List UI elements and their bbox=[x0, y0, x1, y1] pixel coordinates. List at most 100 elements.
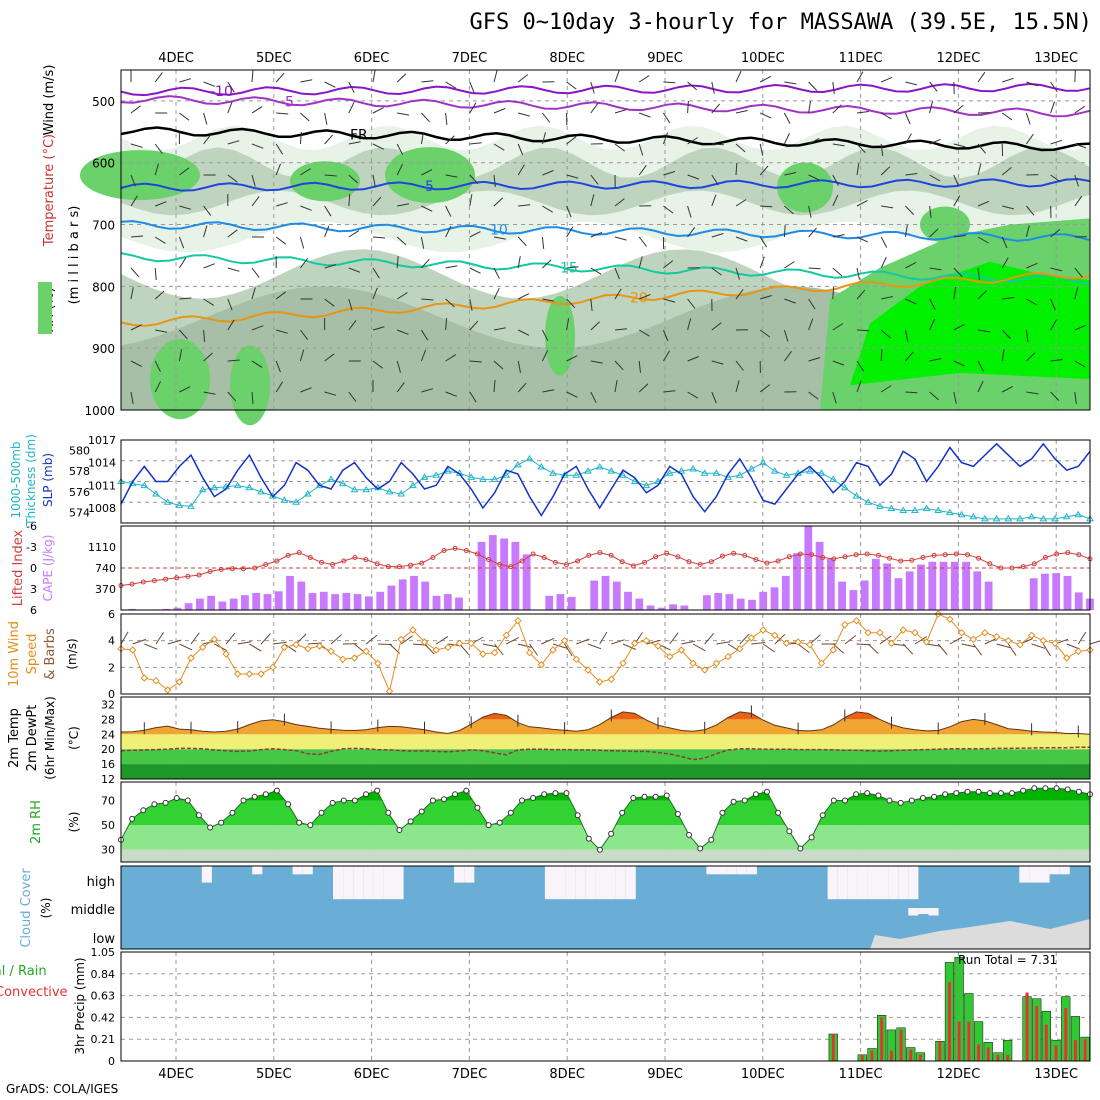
wind-barb bbox=[905, 81, 918, 86]
wind-barb bbox=[735, 162, 738, 176]
cape-bar bbox=[297, 581, 306, 610]
thickness-point bbox=[981, 514, 989, 522]
cloud-unit-label: (%) bbox=[39, 898, 53, 919]
thickness-point bbox=[630, 477, 639, 484]
wind-barb bbox=[295, 633, 307, 645]
isotherm-label: -10 bbox=[210, 84, 233, 100]
wind-barb bbox=[1050, 391, 1060, 401]
high-cloud-bar bbox=[878, 866, 889, 900]
rh2m-point bbox=[585, 835, 592, 842]
wind-barb bbox=[155, 329, 168, 333]
high-cloud-bar bbox=[292, 866, 303, 875]
wind-speed-point bbox=[712, 659, 721, 668]
y-tick-label: 12 bbox=[101, 773, 115, 786]
wind-barb bbox=[856, 199, 868, 207]
day-label-top: 4DEC bbox=[158, 51, 194, 66]
precip-convective-bar bbox=[1083, 1039, 1087, 1061]
wind-barb bbox=[493, 108, 506, 114]
li-point bbox=[486, 557, 492, 563]
wind-barb bbox=[929, 138, 941, 145]
wind-barb bbox=[1074, 69, 1076, 83]
thickness-point bbox=[782, 471, 791, 478]
high-cloud-bar bbox=[898, 866, 909, 900]
wind-barb bbox=[739, 633, 750, 645]
wind-barb bbox=[953, 323, 965, 331]
wind-barb bbox=[953, 360, 965, 367]
wind-barb bbox=[154, 236, 166, 244]
cape-bar bbox=[455, 597, 463, 610]
wind-barb bbox=[784, 81, 797, 85]
wind-barb bbox=[396, 73, 407, 83]
rh2m-point bbox=[908, 797, 915, 804]
thickness-point bbox=[992, 514, 1001, 522]
wind-barb bbox=[881, 205, 894, 209]
wind-barb bbox=[711, 322, 722, 331]
cape-bar bbox=[984, 581, 993, 610]
high-cloud-bar bbox=[363, 866, 374, 900]
wind-speed-point bbox=[607, 675, 616, 684]
li-point bbox=[820, 555, 826, 560]
wind-barb bbox=[227, 101, 233, 114]
li-point bbox=[1009, 565, 1015, 571]
thickness-point bbox=[525, 454, 534, 462]
wind-barb bbox=[735, 143, 746, 153]
wind-barb bbox=[687, 227, 696, 238]
li-point bbox=[976, 555, 982, 561]
rh2m-point bbox=[797, 845, 804, 852]
wind-barb bbox=[179, 643, 193, 651]
wind-barb bbox=[832, 104, 842, 114]
li-point bbox=[430, 555, 436, 560]
wind-barb bbox=[663, 390, 676, 393]
wind-barb bbox=[1002, 77, 1014, 83]
cape-bar bbox=[624, 591, 632, 610]
wind-speed-point bbox=[689, 659, 697, 668]
rh2m-point bbox=[485, 822, 492, 829]
wind-barb bbox=[662, 132, 668, 145]
high-cloud-bar bbox=[555, 866, 566, 900]
cape-bar bbox=[601, 575, 610, 610]
wind-barb bbox=[275, 236, 287, 245]
wind-speed-point bbox=[198, 643, 207, 652]
rh2m-unit-label: (%) bbox=[67, 812, 81, 833]
wind-barb bbox=[1001, 329, 1011, 339]
isotherm-line bbox=[120, 272, 1091, 327]
y-tick-label: 0.42 bbox=[91, 1011, 116, 1024]
wind-barb bbox=[856, 143, 866, 153]
wind-barb bbox=[1026, 81, 1038, 87]
rh2m-point bbox=[507, 809, 514, 816]
wind-barb bbox=[154, 163, 159, 176]
thickness-point bbox=[245, 483, 254, 491]
wind-barb bbox=[611, 639, 625, 645]
high-cloud-bar bbox=[615, 866, 626, 900]
wind-barb bbox=[614, 267, 620, 280]
wind-barb bbox=[1074, 143, 1087, 149]
wind-barb bbox=[227, 391, 237, 402]
wind-barb bbox=[638, 360, 641, 373]
wind-barb bbox=[251, 267, 260, 278]
wind-barb bbox=[421, 298, 434, 301]
wind-barb bbox=[904, 112, 911, 125]
wind-barb bbox=[348, 81, 355, 93]
cape-bar bbox=[421, 581, 430, 610]
li-point bbox=[775, 558, 781, 564]
high-cloud-bar bbox=[908, 866, 919, 900]
wind-barb bbox=[735, 289, 744, 300]
precip-convective-bar bbox=[1054, 1045, 1058, 1061]
wind-barb bbox=[493, 70, 498, 83]
wind-barb bbox=[929, 358, 942, 362]
cape-bar bbox=[860, 580, 869, 610]
cape-bar bbox=[781, 575, 790, 610]
li-point bbox=[608, 552, 614, 558]
wind-barb bbox=[179, 78, 192, 83]
wind-barb bbox=[517, 293, 530, 300]
wind-barb bbox=[469, 102, 477, 114]
rh2m-point bbox=[619, 809, 626, 816]
y-tick-label: 28 bbox=[101, 713, 115, 726]
isotherm-line bbox=[120, 95, 1091, 118]
cape-bar bbox=[962, 561, 970, 610]
high-cloud-bar bbox=[201, 866, 212, 883]
wind-barb bbox=[905, 298, 917, 305]
wind-barb bbox=[977, 360, 985, 372]
day-label-top: 12DEC bbox=[936, 51, 980, 66]
